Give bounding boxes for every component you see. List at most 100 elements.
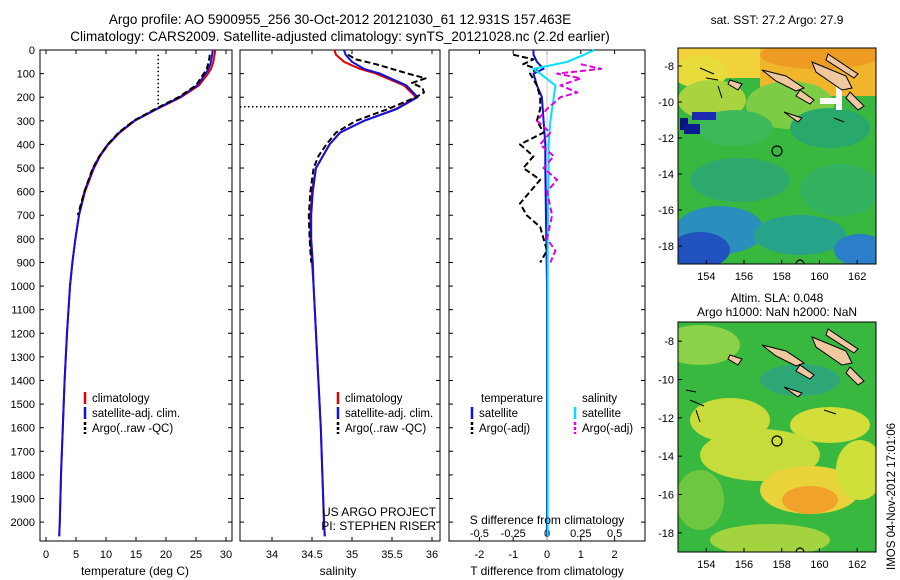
map-x-tick-label: 160: [810, 271, 828, 283]
x-tick-label: 25: [190, 549, 202, 561]
x-tick-label: 34.5: [301, 549, 322, 561]
x-tick-label: 36: [426, 549, 438, 561]
s-difference-axis-label: S difference from climatology: [470, 513, 625, 527]
x-tick-label: 2: [612, 549, 618, 561]
sla-map-title-2: Argo h1000: NaN h2000: NaN: [697, 305, 857, 319]
y-tick-label: 2000: [11, 517, 35, 529]
map-x-tick-label: 158: [773, 559, 791, 571]
map-x-tick-label: 160: [810, 559, 828, 571]
y-tick-label: 200: [17, 92, 35, 104]
series-salinity-argo-adj-: [535, 63, 603, 263]
map-y-tick-label: -18: [658, 241, 674, 253]
legend-label-t-satellite: satellite: [479, 408, 518, 420]
secondary-x-tick-label: -0.5: [470, 528, 489, 540]
map-y-tick-label: -10: [658, 97, 674, 109]
x-tick-label: -1: [508, 549, 518, 561]
x-tick-label: -2: [475, 549, 485, 561]
series-salinity-satellite: [532, 49, 595, 537]
x-tick-label: 15: [130, 549, 142, 561]
sla-map-title-1: Altim. SLA: 0.048: [731, 291, 824, 305]
y-tick-label: 600: [17, 187, 35, 199]
series-argo-raw-qc-: [307, 53, 427, 263]
map-x-tick-label: 162: [848, 559, 866, 571]
temperature-legend: climatology satellite-adj. clim. Argo(..…: [83, 392, 180, 435]
sla-map: [678, 322, 876, 552]
y-tick-label: 1900: [11, 494, 35, 506]
salinity-panel-frame: [239, 49, 441, 542]
x-tick-label: 5: [73, 549, 79, 561]
salinity-legend: climatology satellite-adj. clim. Argo(..…: [336, 392, 433, 435]
legend-label-argo: Argo(..raw -QC): [345, 423, 426, 435]
sst-map-title: sat. SST: 27.2 Argo: 27.9: [711, 13, 844, 27]
pi-annotation: PI: STEPHEN RISER: [321, 519, 436, 533]
y-tick-label: 1200: [11, 328, 35, 340]
title-line-1: Argo profile: AO 5900955_256 30-Oct-2012…: [109, 12, 571, 27]
series-argo-raw-qc-: [76, 54, 211, 216]
x-tick-label: 10: [100, 549, 112, 561]
y-tick-label: 1800: [11, 470, 35, 482]
legend-title-temperature: temperature: [481, 393, 543, 405]
map-x-tick-label: 154: [697, 271, 715, 283]
map-y-tick-label: -10: [658, 375, 674, 387]
sst-map-frame: [677, 47, 877, 265]
map-x-tick-label: 162: [848, 271, 866, 283]
map-y-tick-label: -12: [658, 133, 674, 145]
title-line-2: Climatology: CARS2009. Satellite-adjuste…: [70, 29, 610, 44]
legend-label-s-argo: Argo(-adj): [582, 423, 633, 435]
legend-label-t-argo: Argo(-adj): [479, 423, 530, 435]
map-y-tick-label: -8: [664, 336, 674, 348]
sst-map: [678, 48, 876, 264]
legend-label-argo: Argo(..raw -QC): [92, 423, 173, 435]
series-satellite-adj-clim-: [310, 49, 419, 537]
map-x-tick-label: 156: [735, 271, 753, 283]
x-tick-label: 35.5: [381, 549, 402, 561]
difference-legend: temperature salinity satellite Argo(-adj…: [470, 393, 633, 435]
timestamp-stamp: IMOS 04-Nov-2012 17:01:06: [886, 423, 898, 570]
legend-label-s-satellite: satellite: [582, 408, 621, 420]
x-tick-label: 0: [43, 549, 49, 561]
y-tick-label: 700: [17, 210, 35, 222]
y-tick-label: 1700: [11, 446, 35, 458]
map-ticks: 154 156 158 160 162 -8 -10 -12 -14 -16 -18 154 156 15…: [658, 61, 866, 571]
map-y-tick-label: -16: [658, 205, 674, 217]
salinity-axis-label: salinity: [320, 564, 357, 578]
map-y-tick-label: -14: [658, 169, 674, 181]
map-y-tick-label: -18: [658, 528, 674, 540]
map-x-tick-label: 156: [735, 559, 753, 571]
y-tick-label: 0: [29, 45, 35, 57]
profile-plots: 0 5 10 15 20 25 300100200300400500600700800900…: [11, 45, 645, 561]
secondary-x-tick-label: 0.5: [607, 528, 622, 540]
y-tick-label: 400: [17, 139, 35, 151]
legend-label-satellite: satellite-adj. clim.: [345, 408, 433, 420]
map-x-tick-label: 154: [697, 559, 715, 571]
sla-map-frame: [677, 321, 877, 553]
profile-location-marker: [771, 145, 783, 157]
y-tick-label: 1100: [11, 305, 35, 317]
profile-location-marker: [771, 435, 783, 447]
y-tick-label: 1600: [11, 423, 35, 435]
legend-label-climatology: climatology: [92, 393, 150, 405]
y-tick-label: 1300: [11, 352, 35, 364]
temperature-axis-label: temperature (deg C): [81, 564, 189, 578]
x-tick-label: 20: [160, 549, 172, 561]
legend-label-climatology: climatology: [345, 393, 403, 405]
y-tick-label: 1500: [11, 399, 35, 411]
y-tick-label: 1000: [11, 281, 35, 293]
map-y-tick-label: -8: [664, 61, 674, 73]
x-tick-label: 34: [266, 549, 278, 561]
map-x-tick-label: 158: [773, 271, 791, 283]
y-tick-label: 1400: [11, 375, 35, 387]
x-tick-label: 30: [220, 549, 232, 561]
y-tick-label: 900: [17, 257, 35, 269]
y-tick-label: 100: [17, 69, 35, 81]
secondary-x-tick-label: -0.25: [501, 528, 526, 540]
x-tick-label: 1: [578, 549, 584, 561]
y-tick-label: 500: [17, 163, 35, 175]
y-tick-label: 300: [17, 116, 35, 128]
legend-title-salinity: salinity: [582, 393, 617, 405]
map-y-tick-label: -14: [658, 451, 674, 463]
legend-label-satellite: satellite-adj. clim.: [92, 408, 180, 420]
map-y-tick-label: -12: [658, 413, 674, 425]
x-tick-label: 0: [544, 549, 550, 561]
project-annotation: US ARGO PROJECT: [322, 505, 437, 519]
